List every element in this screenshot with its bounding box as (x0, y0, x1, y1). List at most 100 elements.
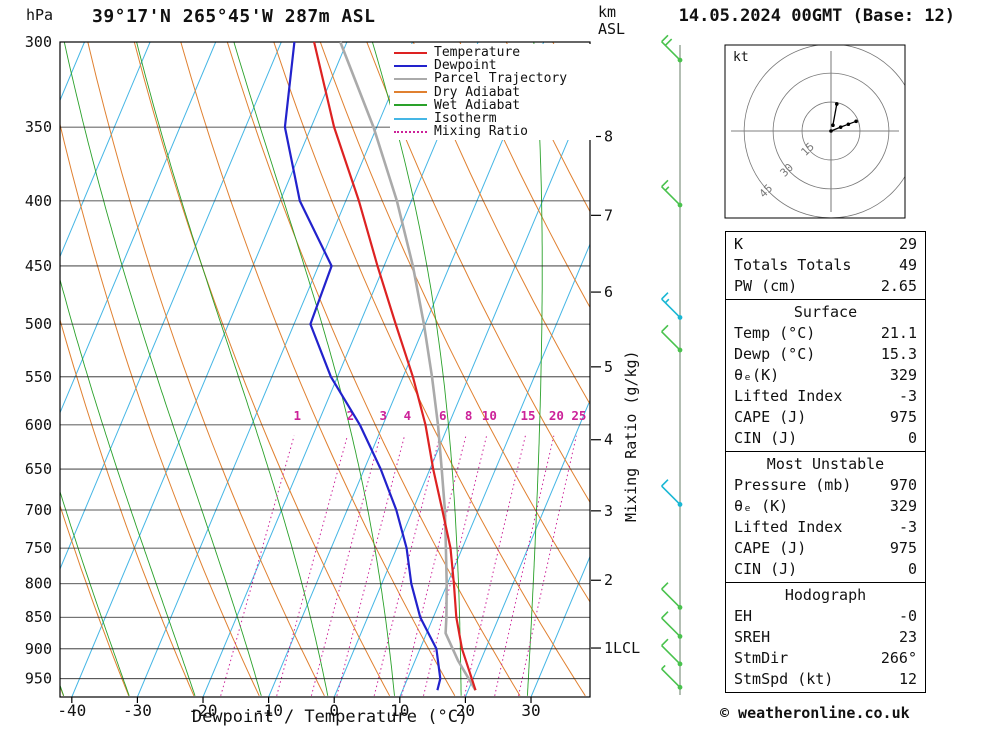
stats-panel-header: Surface (793, 303, 858, 321)
dry-adiabat-lines (60, 42, 590, 697)
legend-item: Parcel Trajectory (394, 72, 596, 85)
mixing-ratio-line (373, 435, 441, 696)
stat-row: θₑ (K) 329 (726, 496, 925, 517)
stat-label: CIN (J) (734, 560, 798, 578)
mixing-ratio-line (310, 435, 381, 696)
stats-panel: Most Unstable Pressure (mb) 970 θₑ (K) 329 Li… (725, 451, 926, 583)
wind-barbs (661, 34, 683, 690)
pressure-tick-label: 700 (25, 501, 52, 519)
stat-value: 0 (907, 560, 917, 578)
hodograph-ring (772, 72, 890, 190)
stat-value: 15.3 (880, 345, 917, 363)
hodograph-ring (801, 101, 861, 161)
wind-barb-tick (664, 38, 673, 46)
hodograph-trace (830, 120, 857, 132)
stats-panel: Surface Temp (°C) 21.1 Dewp (°C) 15.3 θₑ(K) 32… (725, 299, 926, 452)
isotherm-line (60, 42, 217, 415)
plot-border (59, 41, 591, 698)
wind-barb-tick (661, 479, 669, 487)
pressure-axis-unit-label: hPa (26, 6, 54, 24)
stat-row: SREH 23 (726, 627, 925, 648)
mixing-ratio-value-label: 8 (465, 408, 473, 423)
mixing-ratio-value-label: 1 (294, 408, 302, 423)
km-tick-label: 6 (604, 283, 613, 301)
stat-value: 29 (898, 235, 917, 253)
pressure-tick-label: 550 (25, 368, 52, 386)
hodograph-trace-dot (834, 102, 839, 106)
stat-row: CIN (J) 0 (726, 559, 925, 580)
dry-adiabat-line (133, 42, 391, 697)
isotherm-line (464, 399, 590, 697)
stat-label: CAPE (J) (734, 539, 807, 557)
stat-label: Pressure (mb) (734, 476, 852, 494)
pressure-tick-label: 900 (25, 640, 52, 658)
stat-label: Lifted Index (734, 518, 843, 536)
legend-item: Wet Adiabat (394, 99, 596, 112)
stats-panel: K 29 Totals Totals 49 PW (cm) 2.65 (725, 231, 926, 300)
mixing-ratio-value-label: 6 (439, 408, 447, 423)
stat-label: CAPE (J) (734, 408, 807, 426)
wet-adiabat-line (526, 42, 543, 696)
isotherm-line (333, 86, 590, 697)
stat-row: StmDir 266° (726, 648, 925, 669)
mixing-ratio-line (401, 435, 467, 696)
legend-swatch (394, 77, 427, 80)
dry-adiabat-line (459, 42, 590, 309)
stat-label: StmSpd (kt) (734, 670, 834, 688)
legend-swatch (394, 117, 427, 120)
dry-adiabat-line (60, 122, 260, 697)
mixing-ratio-lines (220, 435, 577, 696)
wind-barb-staff (661, 668, 681, 688)
mixing-ratio-line (464, 435, 526, 696)
hodograph-trace (832, 103, 838, 126)
legend-label: Parcel Trajectory (434, 71, 568, 87)
dry-adiabat-line (319, 42, 590, 603)
mixing-ratio-value-label: 4 (404, 408, 412, 423)
mixing-ratio-line (220, 435, 295, 696)
stat-value: 329 (889, 366, 917, 384)
stat-row: CAPE (J) 975 (726, 538, 925, 559)
legend-label: Mixing Ratio (434, 124, 528, 140)
mixing-ratio-axis-label: Mixing Ratio (g/kg) (622, 350, 640, 522)
pressure-tick-label: 600 (25, 416, 52, 434)
stat-label: SREH (734, 628, 771, 646)
wind-barb-staff (661, 331, 681, 351)
legend-swatch (394, 51, 427, 54)
temp-tick-label: 20 (456, 701, 475, 720)
pressure-tick-label: 800 (25, 575, 52, 593)
km-tick-label: 7 (604, 206, 613, 224)
wet-adiabat-line (60, 277, 196, 696)
isotherm-line (71, 42, 348, 697)
wet-adiabat-lines (60, 42, 543, 696)
temperature-curve (313, 41, 477, 691)
stat-value: -3 (898, 518, 917, 536)
isotherm-line (530, 555, 590, 697)
pressure-tick-label: 750 (25, 539, 52, 557)
dry-adiabat-line (366, 42, 590, 504)
km-axis-unit-line2: ASL (598, 20, 626, 38)
temp-tick-label: -40 (57, 701, 86, 720)
stat-row: CIN (J) 0 (726, 428, 925, 449)
mixing-ratio-value-label: 10 (482, 408, 497, 423)
hodograph-border (724, 44, 906, 219)
isotherm-line (202, 42, 479, 697)
legend-label: Dry Adiabat (434, 84, 521, 100)
stats-panel-header: Most Unstable (766, 455, 885, 473)
stats-panels: K 29 Totals Totals 49 PW (cm) 2.65 Surface Temp… (725, 231, 926, 693)
km-axis-unit-label: km ASL (598, 4, 625, 38)
stat-value: -3 (898, 387, 917, 405)
km-tick-label: 5 (604, 358, 613, 376)
stat-label: Dewp (°C) (734, 345, 816, 363)
stat-label: PW (cm) (734, 277, 798, 295)
stat-label: θₑ (K) (734, 497, 789, 515)
stat-value: 21.1 (880, 324, 917, 342)
stat-row: Dewp (°C) 15.3 (726, 344, 925, 365)
temp-tick-label: 30 (521, 701, 540, 720)
wind-barb-tick (661, 611, 669, 619)
legend: Temperature Dewpoint Parcel Trajectory Dry … (390, 44, 596, 141)
stats-panel-header: Hodograph (784, 586, 867, 604)
km-tick-label: 8 (604, 128, 613, 146)
wind-barb-staff (661, 485, 681, 506)
